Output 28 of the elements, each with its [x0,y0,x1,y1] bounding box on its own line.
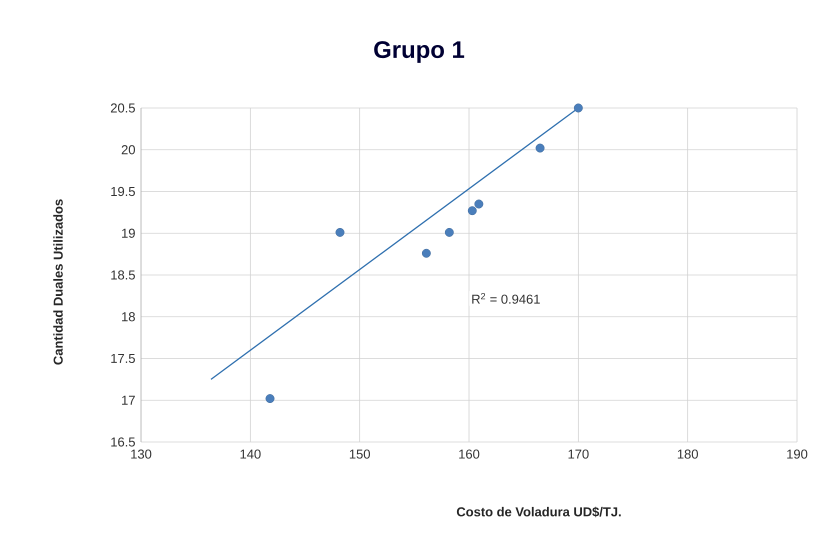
x-tick-label: 180 [678,450,698,459]
x-tick-label: 130 [131,450,152,459]
point [468,206,477,216]
chart-title: Grupo 1 [374,41,464,63]
x-axis-title: Costo de Voladura UD$/TJ. [456,506,621,518]
x-tick-label: 160 [459,450,480,459]
point [444,228,454,237]
x-tick-label: 140 [240,450,261,459]
y-tick-label: 17 [122,396,135,405]
y-tick-label: 19 [122,228,135,238]
y-tick-label: 20.5 [110,103,135,113]
point [422,248,431,258]
point [336,228,344,237]
y-tick-label: 16.5 [111,437,135,447]
point [574,104,583,112]
point [474,200,484,208]
x-tick-label: 190 [787,450,808,459]
point [266,394,274,403]
point [536,144,545,152]
y-tick-label: 17.5 [111,354,135,363]
annotation: R$^{2}$ = 0.9461 [472,292,540,304]
y-axis-title: Cantidad Duales Utilizados [53,199,63,365]
y-tick-label: 19.5 [111,186,135,196]
y-tick-label: 18.5 [111,270,135,280]
y-tick-label: 20 [122,145,135,154]
x-tick-label: 170 [568,450,589,459]
x-tick-label: 150 [350,450,370,459]
y-tick-label: 18 [122,312,135,322]
